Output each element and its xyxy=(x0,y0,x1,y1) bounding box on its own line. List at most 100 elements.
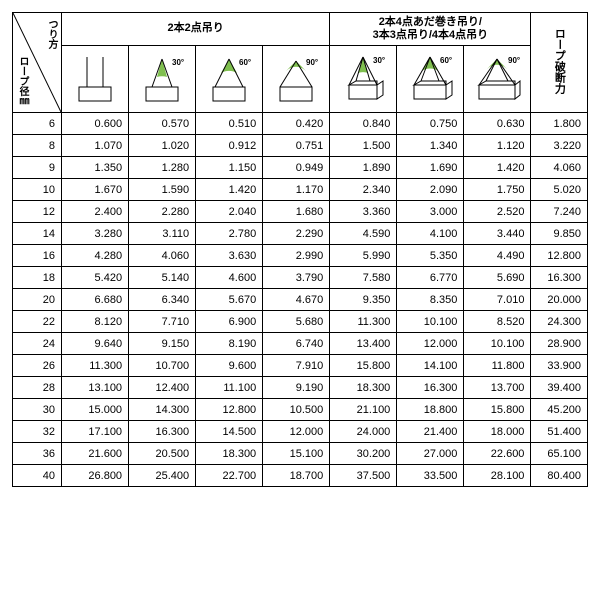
value-cell: 1.170 xyxy=(263,179,330,201)
value-cell: 5.680 xyxy=(263,311,330,333)
diameter-cell: 6 xyxy=(13,113,62,135)
value-cell: 18.300 xyxy=(330,377,397,399)
value-cell: 3.790 xyxy=(263,267,330,289)
value-cell: 22.600 xyxy=(464,443,531,465)
value-cell: 28.100 xyxy=(464,465,531,487)
table-row: 3621.60020.50018.30015.10030.20027.00022… xyxy=(13,443,588,465)
table-row: 3015.00014.30012.80010.50021.10018.80015… xyxy=(13,399,588,421)
value-cell: 12.000 xyxy=(397,333,464,355)
value-cell: 1.420 xyxy=(196,179,263,201)
value-cell: 9.600 xyxy=(196,355,263,377)
diameter-cell: 20 xyxy=(13,289,62,311)
value-cell: 7.010 xyxy=(464,289,531,311)
value-cell: 10.100 xyxy=(397,311,464,333)
value-cell: 3.280 xyxy=(62,223,129,245)
corner-diagonal-cell: つり方 ロープ径㎜ xyxy=(13,13,62,113)
value-cell: 4.060 xyxy=(531,157,588,179)
svg-text:30°: 30° xyxy=(172,58,184,67)
value-cell: 16.300 xyxy=(129,421,196,443)
value-cell: 2.990 xyxy=(263,245,330,267)
value-cell: 11.300 xyxy=(62,355,129,377)
value-cell: 15.800 xyxy=(330,355,397,377)
sling-load-table: つり方 ロープ径㎜ 2本2点吊り 2本4点あだ巻き吊り/ 3本3点吊り/4本4点… xyxy=(12,12,588,487)
value-cell: 6.900 xyxy=(196,311,263,333)
table-row: 81.0701.0200.9120.7511.5001.3401.1203.22… xyxy=(13,135,588,157)
value-cell: 13.400 xyxy=(330,333,397,355)
value-cell: 39.400 xyxy=(531,377,588,399)
table-row: 249.6409.1508.1906.74013.40012.00010.100… xyxy=(13,333,588,355)
value-cell: 20.500 xyxy=(129,443,196,465)
group-multi-leg: 2本4点あだ巻き吊り/ 3本3点吊り/4本4点吊り xyxy=(330,13,531,46)
diameter-cell: 22 xyxy=(13,311,62,333)
group-multi-line1: 2本4点あだ巻き吊り/ xyxy=(379,16,482,28)
diameter-cell: 8 xyxy=(13,135,62,157)
value-cell: 45.200 xyxy=(531,399,588,421)
value-cell: 1.750 xyxy=(464,179,531,201)
value-cell: 1.340 xyxy=(397,135,464,157)
value-cell: 0.949 xyxy=(263,157,330,179)
value-cell: 13.700 xyxy=(464,377,531,399)
diameter-cell: 30 xyxy=(13,399,62,421)
icon-4leg-30: 30° xyxy=(330,46,397,113)
value-cell: 6.740 xyxy=(263,333,330,355)
value-cell: 12.800 xyxy=(196,399,263,421)
value-cell: 4.490 xyxy=(464,245,531,267)
value-cell: 1.800 xyxy=(531,113,588,135)
value-cell: 2.290 xyxy=(263,223,330,245)
value-cell: 15.800 xyxy=(464,399,531,421)
icon-4leg-60: 60° xyxy=(397,46,464,113)
value-cell: 7.580 xyxy=(330,267,397,289)
table-row: 164.2804.0603.6302.9905.9905.3504.49012.… xyxy=(13,245,588,267)
value-cell: 8.190 xyxy=(196,333,263,355)
value-cell: 18.300 xyxy=(196,443,263,465)
table-row: 60.6000.5700.5100.4200.8400.7500.6301.80… xyxy=(13,113,588,135)
value-cell: 11.300 xyxy=(330,311,397,333)
value-cell: 1.150 xyxy=(196,157,263,179)
value-cell: 4.100 xyxy=(397,223,464,245)
value-cell: 4.280 xyxy=(62,245,129,267)
diameter-cell: 24 xyxy=(13,333,62,355)
svg-text:30°: 30° xyxy=(373,56,385,65)
diameter-cell: 32 xyxy=(13,421,62,443)
value-cell: 7.910 xyxy=(263,355,330,377)
diameter-cell: 12 xyxy=(13,201,62,223)
value-cell: 80.400 xyxy=(531,465,588,487)
value-cell: 33.900 xyxy=(531,355,588,377)
value-cell: 1.280 xyxy=(129,157,196,179)
value-cell: 14.500 xyxy=(196,421,263,443)
value-cell: 9.150 xyxy=(129,333,196,355)
icon-2leg-vertical xyxy=(62,46,129,113)
header-breaking-force: ロープ破断力 xyxy=(531,13,588,113)
value-cell: 0.420 xyxy=(263,113,330,135)
table-row: 3217.10016.30014.50012.00024.00021.40018… xyxy=(13,421,588,443)
value-cell: 1.590 xyxy=(129,179,196,201)
value-cell: 21.600 xyxy=(62,443,129,465)
svg-text:60°: 60° xyxy=(440,56,452,65)
value-cell: 1.500 xyxy=(330,135,397,157)
value-cell: 25.400 xyxy=(129,465,196,487)
value-cell: 10.700 xyxy=(129,355,196,377)
value-cell: 2.090 xyxy=(397,179,464,201)
value-cell: 3.630 xyxy=(196,245,263,267)
table-row: 2813.10012.40011.1009.19018.30016.30013.… xyxy=(13,377,588,399)
value-cell: 20.000 xyxy=(531,289,588,311)
value-cell: 51.400 xyxy=(531,421,588,443)
value-cell: 0.912 xyxy=(196,135,263,157)
value-cell: 22.700 xyxy=(196,465,263,487)
value-cell: 3.360 xyxy=(330,201,397,223)
diameter-cell: 14 xyxy=(13,223,62,245)
value-cell: 33.500 xyxy=(397,465,464,487)
value-cell: 4.060 xyxy=(129,245,196,267)
diameter-cell: 36 xyxy=(13,443,62,465)
value-cell: 12.800 xyxy=(531,245,588,267)
value-cell: 5.350 xyxy=(397,245,464,267)
value-cell: 2.340 xyxy=(330,179,397,201)
value-cell: 1.690 xyxy=(397,157,464,179)
diameter-cell: 16 xyxy=(13,245,62,267)
value-cell: 24.000 xyxy=(330,421,397,443)
value-cell: 16.300 xyxy=(531,267,588,289)
value-cell: 2.520 xyxy=(464,201,531,223)
value-cell: 0.840 xyxy=(330,113,397,135)
icon-2leg-90: 90° xyxy=(263,46,330,113)
value-cell: 2.400 xyxy=(62,201,129,223)
